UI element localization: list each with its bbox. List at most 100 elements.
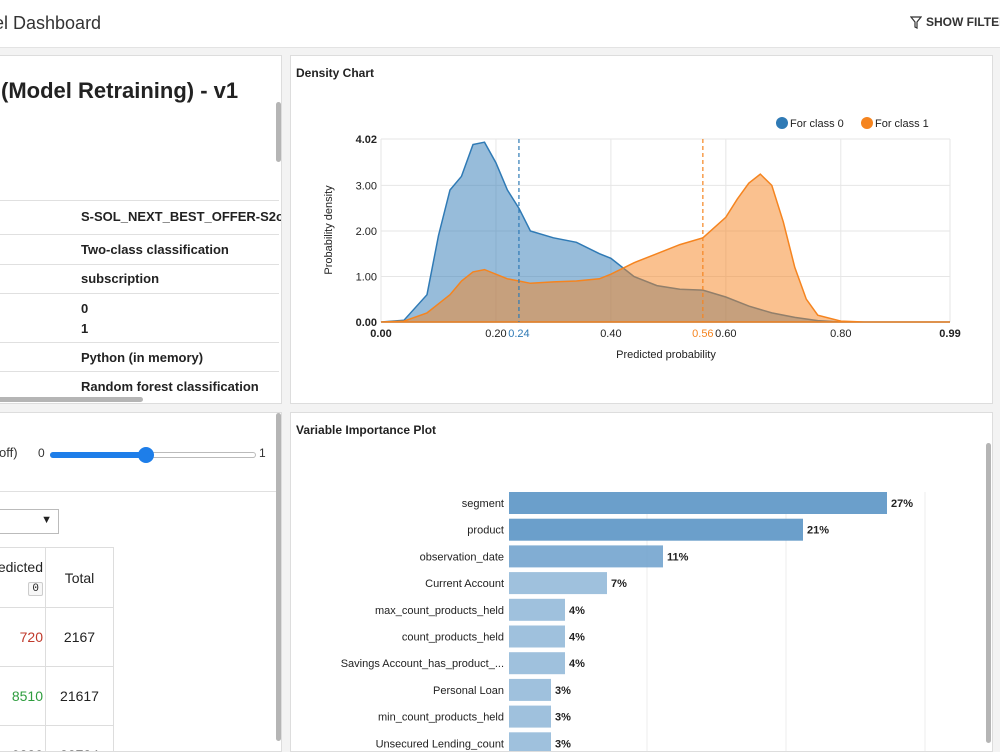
x-tick-label: 0.99 [939, 328, 960, 340]
y-axis-label: Probability density [323, 185, 335, 275]
y-tick-label: 1.00 [356, 271, 377, 283]
importance-category-label: product [467, 525, 504, 537]
importance-category-label: segment [462, 498, 504, 510]
vertical-scrollbar[interactable] [986, 443, 991, 743]
info-value-algorithm: Random forest classification [81, 379, 259, 394]
x-tick-label: 0.60 [715, 328, 736, 340]
confusion-matrix: edicted 0 Total 720 2167 8510 21617 9230… [0, 547, 114, 752]
x-tick-label: 0.80 [830, 328, 851, 340]
dashboard-title: el Dashboard [0, 13, 101, 34]
header-predicted-badge: 0 [28, 582, 43, 596]
vertical-scrollbar[interactable] [276, 102, 281, 162]
importance-value-label: 3% [555, 685, 571, 697]
show-filters-label: SHOW FILTER [926, 15, 1000, 29]
importance-bar[interactable] [509, 519, 803, 541]
cutoff-label: off) [0, 445, 18, 460]
slider-max-label: 1 [259, 446, 266, 460]
header-predicted: edicted 0 [0, 548, 46, 608]
importance-value-label: 3% [555, 712, 571, 724]
variable-importance-chart: segment 27% product 21% observation_date 11% C… [291, 413, 992, 751]
cell-predicted: 9230 [0, 726, 46, 752]
importance-category-label: observation_date [420, 551, 504, 563]
cell-total: 23784 [46, 726, 114, 752]
importance-category-label: Personal Loan [433, 685, 504, 697]
vertical-scrollbar[interactable] [276, 413, 281, 741]
importance-bar[interactable] [509, 732, 551, 751]
cutoff-slider-fill [50, 452, 146, 458]
x-tick-label: 0.40 [600, 328, 621, 340]
divider [0, 491, 279, 492]
top-bar: el Dashboard SHOW FILTER [0, 0, 1000, 48]
info-row-classes: 0 1 [0, 293, 279, 342]
table-header-row: edicted 0 Total [0, 548, 114, 608]
info-value-project: S-SOL_NEXT_BEST_OFFER-S2oM [81, 209, 282, 224]
x-tick-label: 0.00 [370, 328, 391, 340]
importance-category-label: Unsecured Lending_count [376, 738, 504, 750]
importance-bar[interactable] [509, 652, 565, 674]
info-row-prediction-type: Two-class classification [0, 234, 279, 264]
importance-value-label: 27% [891, 498, 913, 510]
density-chart: 0.24 0.56 0.00 0.20 0.40 0.60 0.80 0.99 0.00 1.0… [291, 56, 992, 403]
threshold-label: 0.56 [692, 328, 713, 340]
info-value-prediction-type: Two-class classification [81, 242, 229, 257]
legend-marker-class-0 [776, 117, 788, 129]
table-row: 8510 21617 [0, 667, 114, 726]
importance-bar[interactable] [509, 626, 565, 648]
importance-category-label: Current Account [425, 578, 504, 590]
importance-bar[interactable] [509, 492, 887, 514]
importance-bar[interactable] [509, 679, 551, 701]
y-tick-label: 2.00 [356, 226, 377, 238]
importance-value-label: 3% [555, 738, 571, 750]
show-filters-button[interactable]: SHOW FILTER [910, 15, 1000, 29]
importance-value-label: 7% [611, 578, 627, 590]
x-tick-label: 0.20 [485, 328, 506, 340]
importance-category-label: Savings Account_has_product_... [341, 658, 504, 670]
table-row: 9230 23784 [0, 726, 114, 752]
importance-bar[interactable] [509, 599, 565, 621]
model-info-panel: (Model Retraining) - v1 S-SOL_NEXT_BEST_… [0, 55, 282, 404]
metrics-panel: off) 0 1 ▼ edicted 0 Total 720 2167 8510… [0, 412, 282, 752]
legend[interactable]: For class 0 For class 1 [776, 117, 929, 130]
info-value-class-0: 0 [81, 301, 88, 316]
header-total: Total [46, 548, 114, 608]
importance-value-label: 4% [569, 632, 585, 644]
importance-value-label: 21% [807, 525, 829, 537]
importance-value-label: 4% [569, 605, 585, 617]
y-tick-label: 0.00 [356, 317, 377, 329]
cell-total: 21617 [46, 667, 114, 726]
importance-category-label: min_count_products_held [378, 712, 504, 724]
metric-dropdown[interactable]: ▼ [0, 509, 59, 534]
info-value-target: subscription [81, 271, 159, 286]
slider-min-label: 0 [38, 446, 45, 460]
importance-bar[interactable] [509, 706, 551, 728]
importance-category-label: max_count_products_held [375, 605, 504, 617]
table-row: 720 2167 [0, 608, 114, 667]
cutoff-slider-thumb[interactable] [138, 447, 154, 463]
y-tick-label: 3.00 [356, 180, 377, 192]
importance-bar[interactable] [509, 572, 607, 594]
info-value-class-1: 1 [81, 321, 88, 336]
legend-label-class-0[interactable]: For class 0 [790, 118, 844, 130]
filter-icon [910, 16, 922, 29]
info-row-project: S-SOL_NEXT_BEST_OFFER-S2oM [0, 200, 279, 234]
cell-predicted: 720 [0, 608, 46, 667]
legend-marker-class-1 [861, 117, 873, 129]
cell-predicted: 8510 [0, 667, 46, 726]
legend-label-class-1[interactable]: For class 1 [875, 118, 929, 130]
horizontal-scrollbar[interactable] [0, 397, 143, 402]
importance-value-label: 11% [667, 551, 689, 563]
model-title: (Model Retraining) - v1 [1, 78, 238, 104]
importance-category-label: count_products_held [402, 632, 504, 644]
importance-bar[interactable] [509, 545, 663, 567]
cell-total: 2167 [46, 608, 114, 667]
x-axis-label: Predicted probability [616, 349, 716, 361]
y-tick-label: 4.02 [356, 134, 377, 146]
info-row-target: subscription [0, 264, 279, 293]
info-row-backend: Python (in memory) [0, 342, 279, 371]
threshold-label: 0.24 [508, 328, 529, 340]
info-value-backend: Python (in memory) [81, 350, 203, 365]
importance-value-label: 4% [569, 658, 585, 670]
chevron-down-icon: ▼ [41, 514, 52, 526]
